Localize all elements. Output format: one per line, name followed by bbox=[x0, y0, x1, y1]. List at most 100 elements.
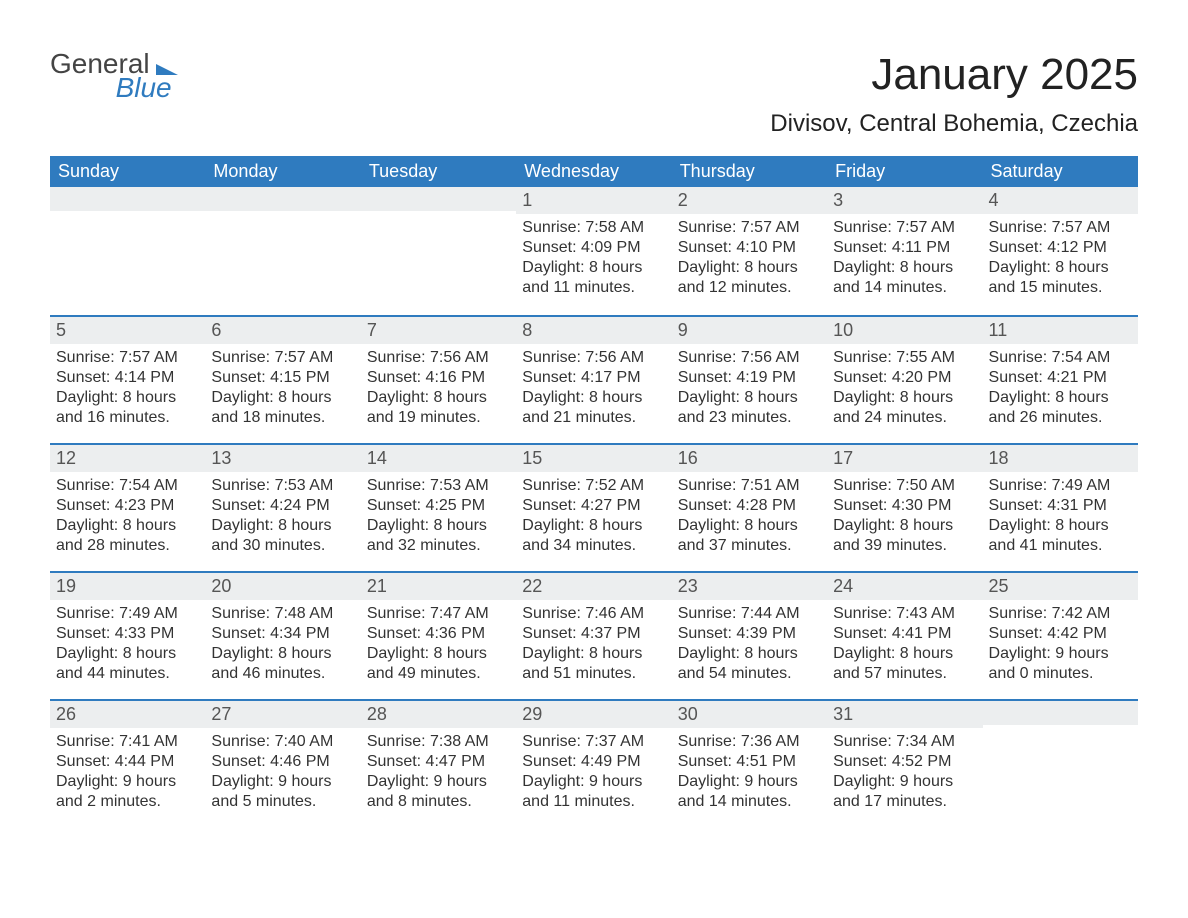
sunrise-line: Sunrise: 7:49 AM bbox=[56, 604, 199, 624]
sunset-line: Sunset: 4:52 PM bbox=[833, 752, 976, 772]
day-number: 17 bbox=[827, 445, 982, 472]
sunset-line: Sunset: 4:31 PM bbox=[989, 496, 1132, 516]
calendar-day: 16Sunrise: 7:51 AMSunset: 4:28 PMDayligh… bbox=[672, 445, 827, 571]
calendar-day: 23Sunrise: 7:44 AMSunset: 4:39 PMDayligh… bbox=[672, 573, 827, 699]
calendar-grid: Sunday Monday Tuesday Wednesday Thursday… bbox=[50, 156, 1138, 827]
daylight-line-1: Daylight: 8 hours bbox=[522, 516, 665, 536]
daylight-line-2: and 32 minutes. bbox=[367, 536, 510, 556]
calendar-day: 28Sunrise: 7:38 AMSunset: 4:47 PMDayligh… bbox=[361, 701, 516, 827]
daylight-line-1: Daylight: 9 hours bbox=[678, 772, 821, 792]
daylight-line-2: and 44 minutes. bbox=[56, 664, 199, 684]
dow-thursday: Thursday bbox=[672, 156, 827, 187]
sunrise-line: Sunrise: 7:41 AM bbox=[56, 732, 199, 752]
daylight-line-2: and 14 minutes. bbox=[833, 278, 976, 298]
daylight-line-1: Daylight: 8 hours bbox=[989, 388, 1132, 408]
sunrise-line: Sunrise: 7:56 AM bbox=[367, 348, 510, 368]
calendar-day bbox=[361, 187, 516, 315]
sunset-line: Sunset: 4:25 PM bbox=[367, 496, 510, 516]
calendar-day: 20Sunrise: 7:48 AMSunset: 4:34 PMDayligh… bbox=[205, 573, 360, 699]
day-number: 23 bbox=[672, 573, 827, 600]
dow-sunday: Sunday bbox=[50, 156, 205, 187]
day-number: 30 bbox=[672, 701, 827, 728]
daylight-line-2: and 8 minutes. bbox=[367, 792, 510, 812]
sunset-line: Sunset: 4:11 PM bbox=[833, 238, 976, 258]
calendar-day: 12Sunrise: 7:54 AMSunset: 4:23 PMDayligh… bbox=[50, 445, 205, 571]
calendar-week: 19 Sunrise: 7:49 AMSunset: 4:33 PM Dayligh… bbox=[50, 571, 1138, 699]
calendar-day: 26Sunrise: 7:41 AMSunset: 4:44 PMDayligh… bbox=[50, 701, 205, 827]
daylight-line-1: Daylight: 8 hours bbox=[211, 516, 354, 536]
sunrise-line: Sunrise: 7:49 AM bbox=[989, 476, 1132, 496]
sunrise-line: Sunrise: 7:51 AM bbox=[678, 476, 821, 496]
sunrise-line: Sunrise: 7:42 AM bbox=[989, 604, 1132, 624]
calendar-week: 5Sunrise: 7:57 AMSunset: 4:14 PMDaylight… bbox=[50, 315, 1138, 443]
header: General Blue January 2025 Divisov, Centr… bbox=[50, 50, 1138, 138]
logo-top-row: General bbox=[50, 50, 178, 78]
sunrise-line: Sunrise: 7:57 AM bbox=[211, 348, 354, 368]
daylight-line-1: Daylight: 9 hours bbox=[211, 772, 354, 792]
sunset-line: Sunset: 4:20 PM bbox=[833, 368, 976, 388]
calendar-day: 11Sunrise: 7:54 AMSunset: 4:21 PMDayligh… bbox=[983, 317, 1138, 443]
daylight-line-2: and 16 minutes. bbox=[56, 408, 199, 428]
sunrise-line: Sunrise: 7:53 AM bbox=[367, 476, 510, 496]
daylight-line-1: Daylight: 9 hours bbox=[833, 772, 976, 792]
day-number: 15 bbox=[516, 445, 671, 472]
sunset-line: Sunset: 4:41 PM bbox=[833, 624, 976, 644]
daylight-line-2: and 28 minutes. bbox=[56, 536, 199, 556]
daylight-line-1: Daylight: 8 hours bbox=[989, 258, 1132, 278]
daylight-line-2: and 11 minutes. bbox=[522, 278, 665, 298]
sunset-line: Sunset: 4:19 PM bbox=[678, 368, 821, 388]
sunrise-line: Sunrise: 7:34 AM bbox=[833, 732, 976, 752]
dow-monday: Monday bbox=[205, 156, 360, 187]
dow-wednesday: Wednesday bbox=[516, 156, 671, 187]
sunrise-line: Sunrise: 7:36 AM bbox=[678, 732, 821, 752]
daylight-line-1: Daylight: 9 hours bbox=[522, 772, 665, 792]
calendar-day: 2Sunrise: 7:57 AMSunset: 4:10 PMDaylight… bbox=[672, 187, 827, 315]
calendar-day: 4Sunrise: 7:57 AMSunset: 4:12 PMDaylight… bbox=[983, 187, 1138, 315]
calendar-day: 6Sunrise: 7:57 AMSunset: 4:15 PMDaylight… bbox=[205, 317, 360, 443]
day-number: 2 bbox=[672, 187, 827, 214]
day-number: 8 bbox=[516, 317, 671, 344]
daylight-line-1: Daylight: 9 hours bbox=[367, 772, 510, 792]
sunset-line: Sunset: 4:46 PM bbox=[211, 752, 354, 772]
title-block: January 2025 Divisov, Central Bohemia, C… bbox=[770, 50, 1138, 138]
calendar-day: 15Sunrise: 7:52 AMSunset: 4:27 PMDayligh… bbox=[516, 445, 671, 571]
daylight-line-2: and 15 minutes. bbox=[989, 278, 1132, 298]
day-number bbox=[205, 187, 360, 211]
daylight-line-1: Daylight: 8 hours bbox=[522, 644, 665, 664]
calendar-day bbox=[983, 701, 1138, 827]
daylight-line-2: and 26 minutes. bbox=[989, 408, 1132, 428]
day-number: 19 bbox=[50, 573, 205, 600]
logo: General Blue bbox=[50, 50, 178, 102]
logo-word-blue: Blue bbox=[116, 74, 172, 102]
daylight-line-1: Daylight: 8 hours bbox=[833, 516, 976, 536]
day-number: 16 bbox=[672, 445, 827, 472]
sunrise-line: Sunrise: 7:52 AM bbox=[522, 476, 665, 496]
calendar-day: 8Sunrise: 7:56 AMSunset: 4:17 PMDaylight… bbox=[516, 317, 671, 443]
day-number: 25 bbox=[983, 573, 1138, 600]
sunrise-line: Sunrise: 7:48 AM bbox=[211, 604, 354, 624]
sunset-line: Sunset: 4:10 PM bbox=[678, 238, 821, 258]
daylight-line-2: and 12 minutes. bbox=[678, 278, 821, 298]
sunset-line: Sunset: 4:28 PM bbox=[678, 496, 821, 516]
sunset-line: Sunset: 4:36 PM bbox=[367, 624, 510, 644]
sunrise-line: Sunrise: 7:58 AM bbox=[522, 218, 665, 238]
daylight-line-2: and 49 minutes. bbox=[367, 664, 510, 684]
daylight-line-2: and 17 minutes. bbox=[833, 792, 976, 812]
sunset-line: Sunset: 4:23 PM bbox=[56, 496, 199, 516]
day-number: 18 bbox=[983, 445, 1138, 472]
daylight-line-2: and 14 minutes. bbox=[678, 792, 821, 812]
calendar-day: 3Sunrise: 7:57 AMSunset: 4:11 PMDaylight… bbox=[827, 187, 982, 315]
daylight-line-1: Daylight: 9 hours bbox=[56, 772, 199, 792]
daylight-line-1: Daylight: 8 hours bbox=[367, 388, 510, 408]
daylight-line-1: Daylight: 8 hours bbox=[833, 258, 976, 278]
daylight-line-2: and 24 minutes. bbox=[833, 408, 976, 428]
calendar-day: 7Sunrise: 7:56 AMSunset: 4:16 PMDaylight… bbox=[361, 317, 516, 443]
sunset-line: Sunset: 4:33 PM bbox=[56, 624, 199, 644]
calendar-day: 10Sunrise: 7:55 AMSunset: 4:20 PMDayligh… bbox=[827, 317, 982, 443]
sunrise-line: Sunrise: 7:37 AM bbox=[522, 732, 665, 752]
day-number: 22 bbox=[516, 573, 671, 600]
daylight-line-2: and 21 minutes. bbox=[522, 408, 665, 428]
day-number: 21 bbox=[361, 573, 516, 600]
calendar-day: 30Sunrise: 7:36 AMSunset: 4:51 PMDayligh… bbox=[672, 701, 827, 827]
sunrise-line: Sunrise: 7:55 AM bbox=[833, 348, 976, 368]
